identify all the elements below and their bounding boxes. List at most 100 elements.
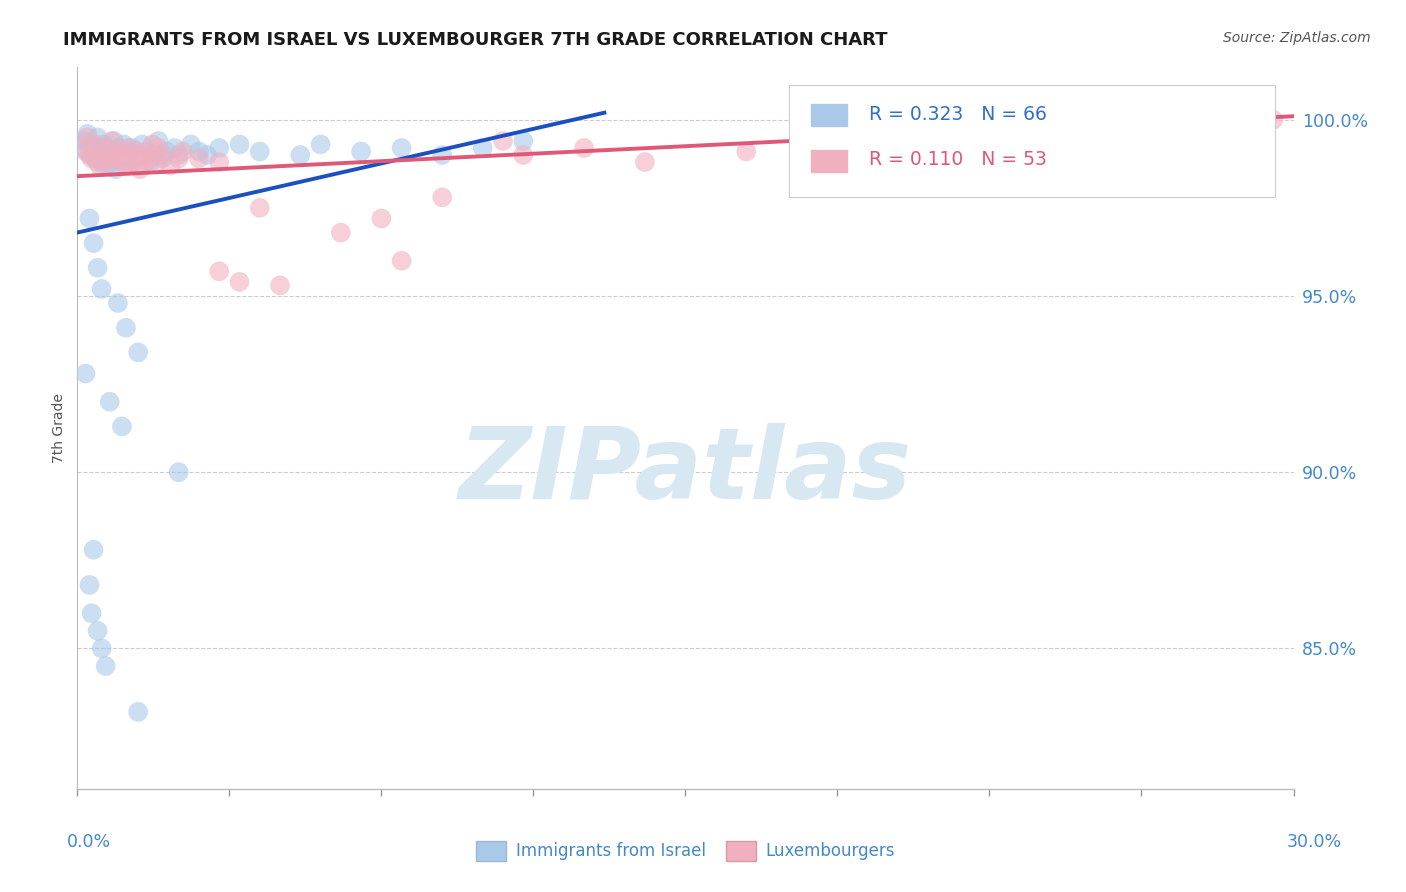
Point: [391, 141, 413, 155]
Point: [79, 578, 101, 592]
Point: [208, 264, 231, 278]
Text: 30.0%: 30.0%: [1286, 833, 1343, 851]
FancyBboxPatch shape: [811, 104, 848, 126]
Point: [188, 152, 211, 166]
Point: [94, 659, 117, 673]
Point: [97, 155, 120, 169]
Text: ZIPatlas: ZIPatlas: [458, 423, 912, 520]
Point: [80, 606, 103, 620]
Point: [75, 367, 97, 381]
Point: [86, 260, 108, 275]
Point: [115, 320, 138, 334]
Point: [127, 705, 149, 719]
Point: [86, 130, 108, 145]
Text: R = 0.323   N = 66: R = 0.323 N = 66: [869, 104, 1047, 124]
Point: [145, 155, 167, 169]
Point: [309, 137, 332, 152]
Point: [391, 253, 413, 268]
Point: [143, 148, 166, 162]
Text: IMMIGRANTS FROM ISRAEL VS LUXEMBOURGER 7TH GRADE CORRELATION CHART: IMMIGRANTS FROM ISRAEL VS LUXEMBOURGER 7…: [63, 31, 887, 49]
Point: [103, 152, 125, 166]
Point: [97, 159, 120, 173]
Text: Source: ZipAtlas.com: Source: ZipAtlas.com: [1223, 31, 1371, 45]
Point: [208, 141, 231, 155]
Point: [115, 145, 138, 159]
Point: [89, 159, 111, 173]
Point: [141, 137, 163, 152]
Point: [136, 152, 159, 166]
Point: [512, 134, 534, 148]
Point: [290, 148, 312, 162]
Point: [167, 148, 190, 162]
Point: [139, 155, 162, 169]
Point: [1080, 120, 1102, 134]
Point: [79, 137, 101, 152]
Point: [108, 148, 131, 162]
Point: [90, 282, 112, 296]
Point: [80, 152, 103, 166]
Point: [98, 394, 121, 409]
Point: [79, 148, 101, 162]
Point: [111, 145, 134, 159]
Point: [79, 211, 101, 226]
Point: [269, 278, 291, 293]
Point: [152, 152, 174, 166]
Point: [122, 148, 145, 162]
Point: [84, 137, 107, 152]
Point: [127, 159, 149, 173]
Point: [121, 141, 143, 155]
Point: [350, 145, 373, 159]
Point: [370, 211, 392, 226]
Point: [430, 190, 453, 204]
Point: [837, 137, 859, 152]
Point: [135, 155, 157, 169]
Point: [76, 130, 98, 145]
Point: [172, 145, 194, 159]
Point: [107, 296, 129, 310]
Point: [135, 145, 157, 159]
Legend: Immigrants from Israel, Luxembourgers: Immigrants from Israel, Luxembourgers: [470, 834, 901, 868]
Point: [118, 159, 141, 173]
Point: [159, 159, 181, 173]
Point: [134, 148, 156, 162]
Point: [1161, 116, 1184, 130]
Point: [75, 145, 97, 159]
Point: [86, 155, 108, 169]
Point: [471, 141, 494, 155]
Point: [94, 148, 117, 162]
Point: [152, 148, 174, 162]
Point: [104, 162, 127, 177]
Point: [155, 145, 177, 159]
Point: [148, 141, 170, 155]
Point: [72, 141, 94, 155]
Point: [188, 145, 211, 159]
Point: [125, 145, 148, 159]
Point: [89, 145, 111, 159]
Point: [127, 148, 149, 162]
Point: [208, 155, 231, 169]
Point: [98, 145, 121, 159]
Point: [249, 145, 271, 159]
Point: [112, 159, 135, 173]
Point: [118, 152, 141, 166]
Point: [94, 141, 117, 155]
Point: [129, 162, 152, 177]
Point: [572, 141, 595, 155]
Point: [512, 148, 534, 162]
Point: [195, 148, 218, 162]
Point: [228, 137, 250, 152]
Point: [163, 141, 186, 155]
Point: [84, 152, 107, 166]
Point: [93, 145, 115, 159]
Point: [228, 275, 250, 289]
Point: [1241, 112, 1264, 127]
Point: [148, 134, 170, 148]
Point: [90, 641, 112, 656]
FancyBboxPatch shape: [789, 85, 1275, 197]
Point: [735, 145, 758, 159]
Point: [167, 152, 190, 166]
Text: R = 0.110   N = 53: R = 0.110 N = 53: [869, 150, 1047, 169]
Point: [104, 152, 127, 166]
Point: [83, 141, 105, 155]
Point: [121, 155, 143, 169]
